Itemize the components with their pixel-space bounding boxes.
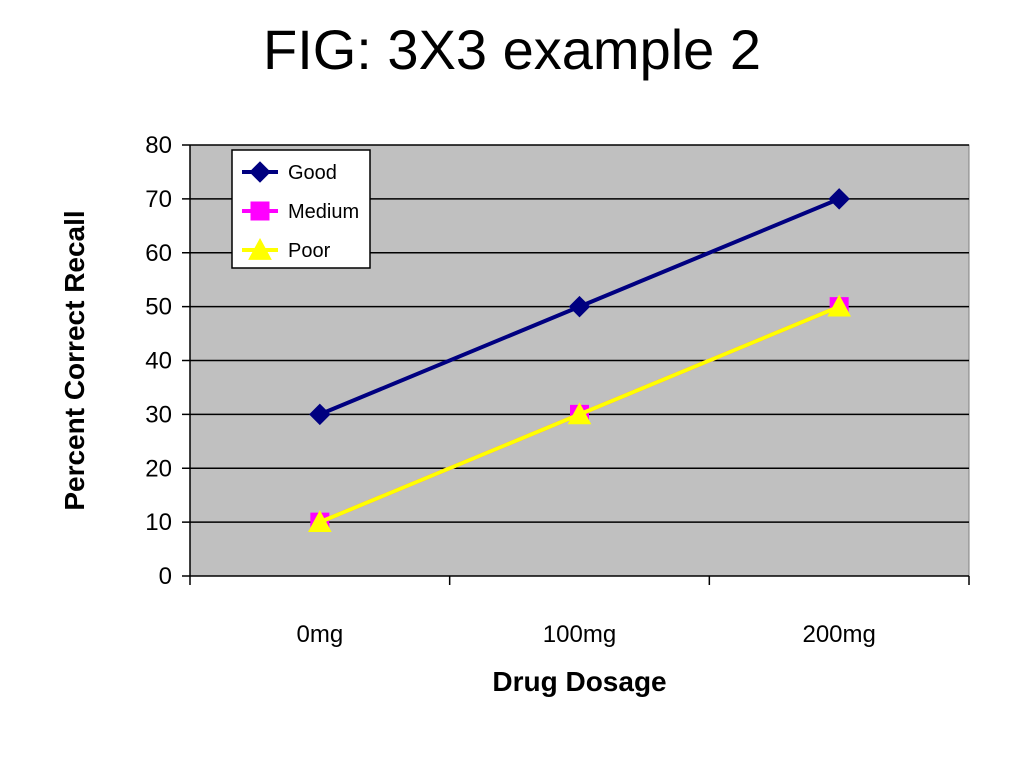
legend-marker-good	[249, 161, 271, 183]
x-axis-title: Drug Dosage	[492, 666, 666, 697]
y-tick-label: 80	[145, 132, 172, 159]
y-tick-label: 60	[145, 240, 172, 267]
data-point-poor	[307, 510, 332, 532]
legend-item-good: Good	[242, 161, 337, 184]
y-tick-label: 50	[145, 294, 172, 321]
legend: Good Medium Poor	[231, 149, 371, 269]
x-tick-label: 0mg	[296, 621, 343, 648]
slide-title: FIG: 3X3 example 2	[262, 18, 761, 81]
y-axis-title: Percent Correct Recall	[59, 210, 90, 510]
legend-marker-medium	[250, 201, 270, 221]
y-tick-label: 40	[145, 348, 172, 375]
x-tick-label: 100mg	[543, 621, 616, 648]
y-tick-label: 0	[159, 563, 172, 590]
series-good	[309, 188, 850, 426]
data-point-poor	[567, 402, 592, 425]
legend-label-medium: Medium	[288, 201, 359, 223]
data-point-good	[309, 403, 331, 426]
y-tick-label: 30	[145, 401, 172, 428]
legend-label-poor: Poor	[288, 240, 331, 262]
x-tick-label: 200mg	[802, 621, 875, 648]
legend-item-poor: Poor	[242, 237, 331, 262]
legend-label-good: Good	[288, 162, 337, 184]
series-poor	[307, 294, 852, 532]
data-point-poor	[827, 294, 852, 317]
data-point-good	[568, 295, 591, 318]
legend-marker-poor	[248, 237, 272, 260]
legend-item-medium: Medium	[242, 201, 359, 223]
y-tick-label: 70	[145, 186, 172, 213]
data-point-good	[828, 188, 850, 210]
y-tick-label: 10	[145, 509, 172, 536]
y-tick-label: 20	[145, 455, 172, 482]
